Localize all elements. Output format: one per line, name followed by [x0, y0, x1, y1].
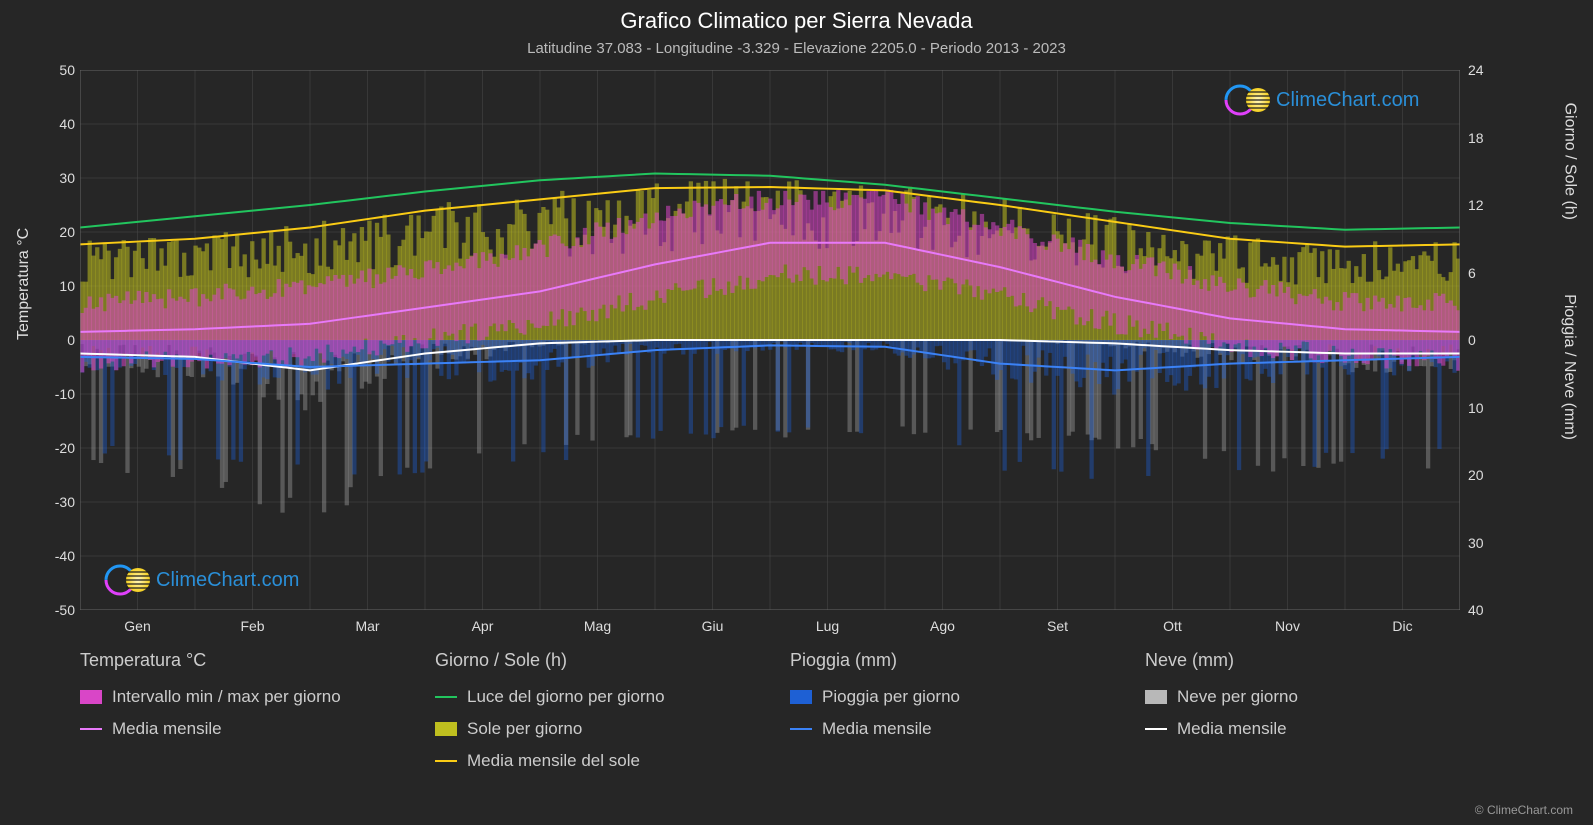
tick-month: Apr	[453, 618, 513, 634]
legend-rain-daily: Pioggia per giorno	[790, 687, 1105, 707]
snow-mean-swatch	[1145, 728, 1167, 730]
tick-right-top: 0	[1468, 332, 1508, 348]
tick-right-bottom: 30	[1468, 535, 1508, 551]
legend-snow-mean-label: Media mensile	[1177, 719, 1287, 739]
tick-month: Set	[1028, 618, 1088, 634]
tick-month: Ott	[1143, 618, 1203, 634]
sun-mean-swatch	[435, 760, 457, 762]
tick-month: Dic	[1373, 618, 1433, 634]
legend-sun: Sole per giorno	[435, 719, 750, 739]
rain-mean-swatch	[790, 728, 812, 730]
legend-snow-mean: Media mensile	[1145, 719, 1460, 739]
legend-rain-daily-label: Pioggia per giorno	[822, 687, 960, 707]
legend-col-snow: Neve (mm) Neve per giorno Media mensile	[1145, 650, 1460, 771]
chart-subtitle: Latitudine 37.083 - Longitudine -3.329 -…	[0, 34, 1593, 57]
tick-month: Ago	[913, 618, 973, 634]
legend-heading-snow: Neve (mm)	[1145, 650, 1460, 671]
svg-text:ClimeChart.com: ClimeChart.com	[1276, 89, 1419, 111]
tick-right-top: 12	[1468, 197, 1508, 213]
snow-swatch	[1145, 690, 1167, 704]
temp-range-swatch	[80, 690, 102, 704]
legend-rain-mean: Media mensile	[790, 719, 1105, 739]
tick-month: Nov	[1258, 618, 1318, 634]
svg-text:ClimeChart.com: ClimeChart.com	[156, 569, 299, 591]
legend-daylight-label: Luce del giorno per giorno	[467, 687, 665, 707]
tick-left: -10	[25, 386, 75, 402]
tick-left: -30	[25, 494, 75, 510]
tick-month: Feb	[223, 618, 283, 634]
tick-right-bottom: 40	[1468, 602, 1508, 618]
legend-daylight: Luce del giorno per giorno	[435, 687, 750, 707]
legend-snow-daily: Neve per giorno	[1145, 687, 1460, 707]
legend-sun-mean: Media mensile del sole	[435, 751, 750, 771]
legend-temp-range-label: Intervallo min / max per giorno	[112, 687, 341, 707]
legend-heading-daysun: Giorno / Sole (h)	[435, 650, 750, 671]
tick-month: Mar	[338, 618, 398, 634]
tick-right-bottom: 10	[1468, 400, 1508, 416]
tick-right-bottom: 20	[1468, 467, 1508, 483]
legend-sun-label: Sole per giorno	[467, 719, 582, 739]
copyright-text: © ClimeChart.com	[1475, 803, 1573, 817]
legend-col-temperature: Temperatura °C Intervallo min / max per …	[80, 650, 395, 771]
tick-right-top: 6	[1468, 265, 1508, 281]
tick-month: Lug	[798, 618, 858, 634]
legend-temp-range: Intervallo min / max per giorno	[80, 687, 395, 707]
sun-swatch	[435, 722, 457, 736]
legend-heading-rain: Pioggia (mm)	[790, 650, 1105, 671]
legend-rain-mean-label: Media mensile	[822, 719, 932, 739]
legend-temp-mean: Media mensile	[80, 719, 395, 739]
tick-right-top: 18	[1468, 130, 1508, 146]
rain-swatch	[790, 690, 812, 704]
tick-left: -40	[25, 548, 75, 564]
y-right-top-label: Giorno / Sole (h)	[1560, 103, 1578, 220]
legend-temp-mean-label: Media mensile	[112, 719, 222, 739]
temp-mean-swatch	[80, 728, 102, 730]
legend-col-rain: Pioggia (mm) Pioggia per giorno Media me…	[790, 650, 1105, 771]
plot-area: ClimeChart.com ClimeChart.com	[80, 70, 1460, 610]
tick-left: -20	[25, 440, 75, 456]
legend: Temperatura °C Intervallo min / max per …	[80, 650, 1460, 771]
chart-title: Grafico Climatico per Sierra Nevada	[0, 0, 1593, 34]
tick-left: -50	[25, 602, 75, 618]
tick-month: Gen	[108, 618, 168, 634]
y-right-bottom-label: Pioggia / Neve (mm)	[1560, 294, 1578, 440]
tick-month: Mag	[568, 618, 628, 634]
legend-snow-daily-label: Neve per giorno	[1177, 687, 1298, 707]
tick-month: Giu	[683, 618, 743, 634]
legend-sun-mean-label: Media mensile del sole	[467, 751, 640, 771]
legend-col-daysun: Giorno / Sole (h) Luce del giorno per gi…	[435, 650, 750, 771]
legend-heading-temperature: Temperatura °C	[80, 650, 395, 671]
tick-left: 50	[25, 62, 75, 78]
tick-right-top: 24	[1468, 62, 1508, 78]
tick-left: 40	[25, 116, 75, 132]
tick-left: 10	[25, 278, 75, 294]
daylight-swatch	[435, 696, 457, 698]
tick-left: 20	[25, 224, 75, 240]
tick-left: 0	[25, 332, 75, 348]
tick-left: 30	[25, 170, 75, 186]
